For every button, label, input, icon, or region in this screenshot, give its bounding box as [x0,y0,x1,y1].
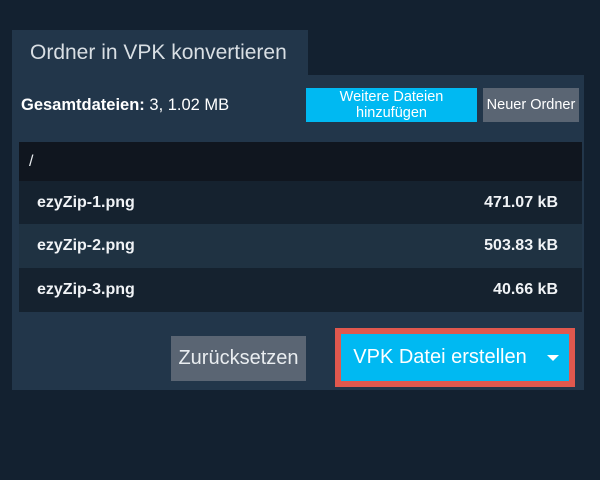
file-row[interactable]: ezyZip-3.png 40.66 kB [19,268,582,312]
total-files-value: 3, 1.02 MB [149,96,230,114]
file-size: 503.83 kB [484,237,558,254]
total-files-label: Gesamtdateien: [21,96,145,114]
add-files-button[interactable]: Weitere Dateien hinzufügen [306,88,477,122]
chevron-down-icon[interactable] [547,354,559,361]
highlight-ring: VPK Datei erstellen [335,328,575,387]
file-row[interactable]: ezyZip-2.png 503.83 kB [19,224,582,268]
folder-path-label: / [29,153,34,170]
reset-button[interactable]: Zurücksetzen [171,336,306,381]
create-vpk-label: VPK Datei erstellen [353,346,527,368]
folder-path-row[interactable]: / [19,142,582,181]
page-title: Ordner in VPK konvertieren [30,41,287,64]
file-size: 40.66 kB [493,281,558,298]
file-row[interactable]: ezyZip-1.png 471.07 kB [19,181,582,224]
total-files-summary: Gesamtdateien: 3, 1.02 MB [21,88,229,122]
create-vpk-button[interactable]: VPK Datei erstellen [341,334,569,381]
dialog-title-tab: Ordner in VPK konvertieren [12,30,308,75]
file-name: ezyZip-1.png [37,193,135,211]
file-name: ezyZip-2.png [37,237,135,254]
file-size: 471.07 kB [484,193,558,211]
file-name: ezyZip-3.png [37,281,135,298]
new-folder-button[interactable]: Neuer Ordner [483,88,579,122]
